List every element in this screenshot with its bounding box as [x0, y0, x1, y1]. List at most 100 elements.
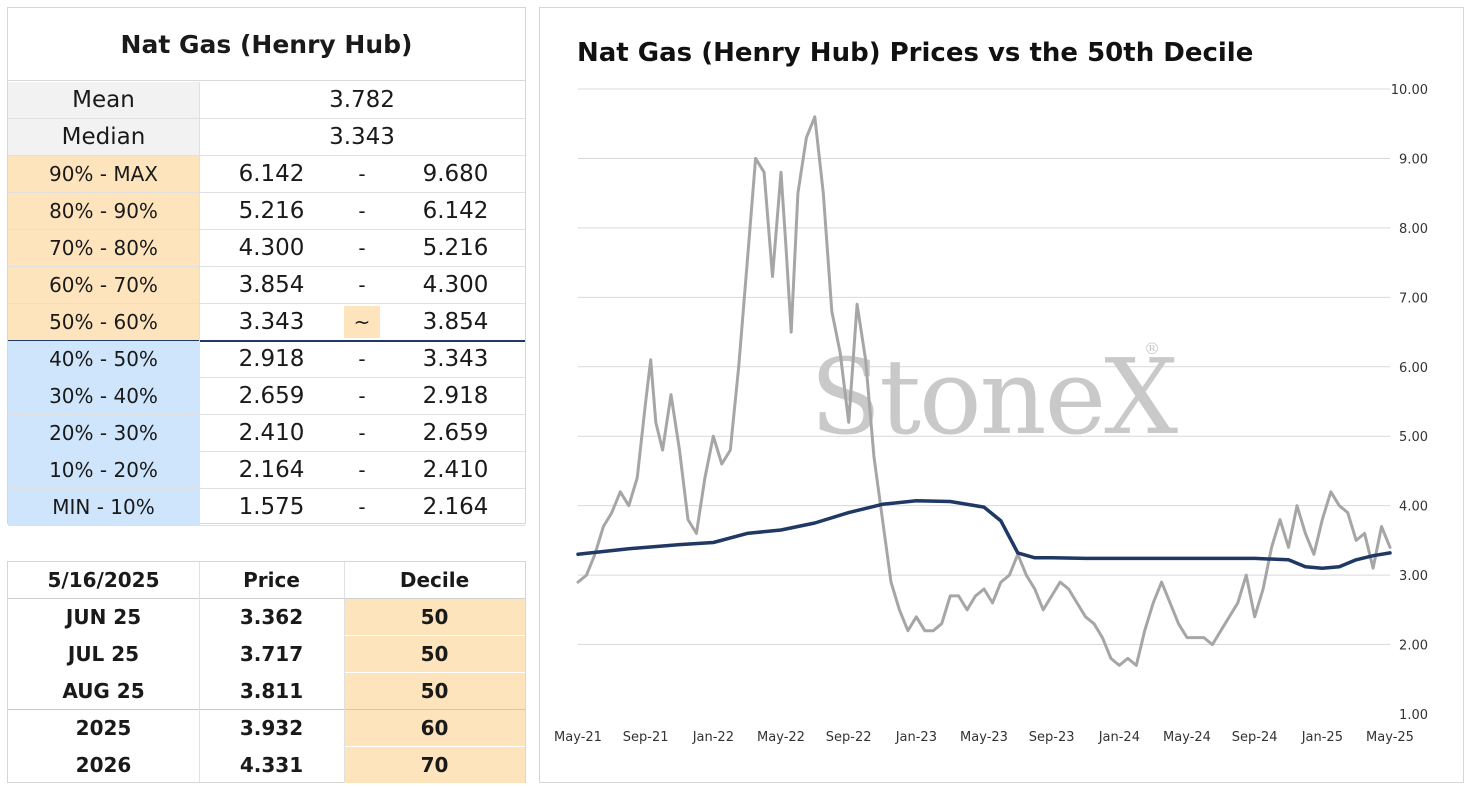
x-tick-label: Jan-25 — [1301, 730, 1343, 745]
decile-range-label: 30% - 40% — [8, 378, 199, 414]
contract-decile: 70 — [344, 747, 525, 783]
decile-separator: - — [358, 458, 366, 482]
decile-range-label: 80% - 90% — [8, 193, 199, 229]
decile-high-value: 2.164 — [422, 494, 489, 520]
decile-low-value: 2.918 — [238, 346, 305, 372]
contract-name: 2026 — [75, 753, 132, 777]
decile-high-value: 2.659 — [422, 420, 489, 446]
contracts-price-header: Price — [243, 568, 300, 592]
contract-decile: 50 — [344, 599, 525, 635]
chart-plot: 1.00 2.00 3.00 4.00 5.00 6.00 7.00 8.00 9.00 10.0… — [554, 83, 1428, 745]
contract-name: JUN 25 — [65, 605, 142, 629]
decile-low-value: 1.575 — [238, 494, 305, 520]
y-tick-label: 8.00 — [1399, 222, 1428, 237]
decile-low-value: 3.854 — [238, 272, 305, 298]
decile-range-label: 40% - 50% — [8, 341, 199, 377]
chart-title: Nat Gas (Henry Hub) Prices vs the 50th D… — [577, 38, 1254, 68]
decile-range-label: 90% - MAX — [8, 156, 199, 192]
group-divider — [8, 709, 525, 710]
column-divider — [344, 562, 345, 782]
row-divider — [8, 192, 525, 193]
decile-high-value: 6.142 — [422, 198, 489, 224]
decile-low-value: 2.164 — [238, 457, 305, 483]
contracts-table: 5/16/2025 Price Decile JUN 25 3.362 50 JUL … — [7, 561, 526, 783]
row-divider — [8, 414, 525, 415]
x-tick-label: Jan-23 — [895, 730, 937, 745]
y-tick-label: 4.00 — [1399, 500, 1428, 515]
y-tick-label: 10.00 — [1391, 83, 1428, 98]
decile-separator: - — [358, 347, 366, 371]
decile-separator: - — [358, 162, 366, 186]
decile-separator: - — [358, 495, 366, 519]
x-tick-label: Sep-23 — [1029, 730, 1075, 745]
x-tick-label: May-24 — [1163, 730, 1211, 745]
column-divider — [199, 82, 200, 525]
median-label: Median — [8, 119, 199, 155]
x-tick-label: Jan-22 — [692, 730, 734, 745]
contract-name: 2025 — [75, 716, 132, 740]
contract-name: AUG 25 — [62, 679, 145, 703]
contracts-date-header: 5/16/2025 — [47, 568, 160, 592]
x-tick-label: May-25 — [1366, 730, 1414, 745]
mean-label: Mean — [8, 82, 199, 118]
contract-price: 3.717 — [239, 642, 304, 666]
column-divider — [199, 562, 200, 782]
y-tick-label: 2.00 — [1399, 639, 1428, 654]
decile-range-label: MIN - 10% — [8, 489, 199, 525]
decile-separator: - — [358, 421, 366, 445]
x-tick-label: May-21 — [554, 730, 602, 745]
price-chart: Nat Gas (Henry Hub) Prices vs the 50th D… — [539, 7, 1464, 783]
contract-decile: 50 — [344, 636, 525, 672]
y-tick-label: 1.00 — [1399, 708, 1428, 723]
x-tick-label: May-22 — [757, 730, 805, 745]
decile-low-value: 4.300 — [238, 235, 305, 261]
contract-price: 3.932 — [239, 716, 304, 740]
price-series-line — [576, 115, 1392, 667]
median-value: 3.343 — [329, 124, 395, 150]
y-tick-label: 5.00 — [1399, 430, 1428, 445]
decile-low-value: 5.216 — [238, 198, 305, 224]
y-tick-label: 3.00 — [1399, 569, 1428, 584]
row-divider — [8, 377, 525, 378]
row-divider — [8, 266, 525, 267]
x-tick-label: May-23 — [960, 730, 1008, 745]
decile-range-label: 10% - 20% — [8, 452, 199, 488]
decile-high-value: 4.300 — [422, 272, 489, 298]
contract-decile: 60 — [344, 710, 525, 746]
x-tick-label: Sep-24 — [1232, 730, 1278, 745]
contract-price: 4.331 — [239, 753, 304, 777]
y-tick-label: 6.00 — [1399, 361, 1428, 376]
decile-high-value: 5.216 — [422, 235, 489, 261]
row-divider — [8, 229, 525, 230]
watermark-registered-mark: ® — [1144, 339, 1160, 358]
decile-separator: - — [358, 236, 366, 260]
decile-separator: - — [358, 199, 366, 223]
decile-high-value: 3.343 — [422, 346, 489, 372]
row-divider — [8, 488, 525, 489]
contract-decile: 50 — [344, 673, 525, 709]
row-divider — [8, 525, 525, 526]
decile-low-value: 2.659 — [238, 383, 305, 409]
decile-separator: ~ — [344, 306, 380, 338]
decile-range-label: 50% - 60% — [8, 304, 199, 340]
decile-low-value: 3.343 — [238, 309, 305, 335]
median-divider — [8, 340, 525, 342]
decile-high-value: 9.680 — [422, 161, 489, 187]
decile-stats-table: Nat Gas (Henry Hub) Mean 3.782 Median 3.… — [7, 7, 526, 526]
x-tick-label: Sep-22 — [826, 730, 872, 745]
decile-range-label: 70% - 80% — [8, 230, 199, 266]
decile-separator: - — [358, 384, 366, 408]
row-divider — [8, 303, 525, 304]
contract-price: 3.362 — [239, 605, 304, 629]
decile-high-value: 3.854 — [422, 309, 489, 335]
x-tick-label: Sep-21 — [623, 730, 669, 745]
decile-low-value: 2.410 — [238, 420, 305, 446]
x-tick-label: Jan-24 — [1098, 730, 1140, 745]
contract-name: JUL 25 — [67, 642, 140, 666]
decile-50-series-line — [576, 499, 1392, 570]
mean-value: 3.782 — [329, 87, 395, 113]
decile-range-label: 20% - 30% — [8, 415, 199, 451]
decile-separator: - — [358, 273, 366, 297]
stats-title: Nat Gas (Henry Hub) — [8, 8, 525, 81]
contracts-decile-header: Decile — [399, 568, 470, 592]
